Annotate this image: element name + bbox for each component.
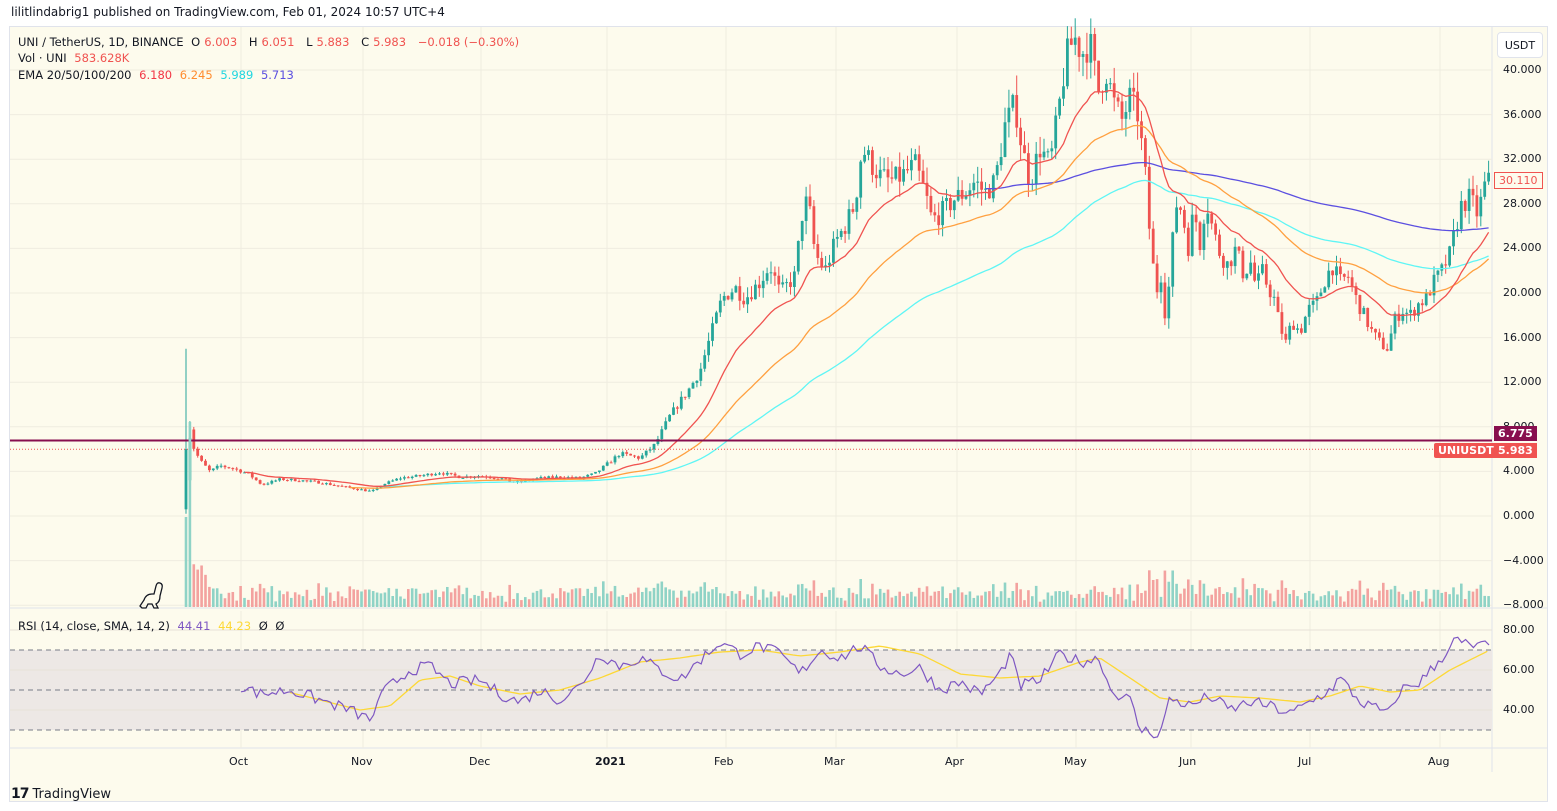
- time-tick: Jul: [1298, 755, 1312, 768]
- ema200-line: [985, 161, 1489, 232]
- time-tick: Nov: [351, 755, 373, 768]
- ema20-value: 6.180: [139, 68, 173, 82]
- price-tick: 0.000: [1503, 509, 1535, 522]
- close-value: C 5.983: [361, 35, 407, 49]
- symbol-tag-value: 5.983: [1494, 443, 1537, 458]
- rsi-tick: 40.00: [1503, 703, 1535, 716]
- time-tick: Feb: [714, 755, 734, 768]
- rsi-extra-1: Ø: [258, 619, 268, 633]
- hline-price-tag: 6.775: [1494, 426, 1537, 441]
- time-tick: Apr: [945, 755, 965, 768]
- change-value: −0.018 (−0.30%): [417, 35, 520, 49]
- symbol-tag-label: UNIUSDT: [1434, 443, 1498, 458]
- published-caption: lilitlindabrig1 published on TradingView…: [11, 5, 445, 19]
- price-tick: 20.000: [1503, 286, 1542, 299]
- dinosaur-icon: [139, 582, 163, 609]
- high-value: H 6.051: [248, 35, 295, 49]
- price-tick: 36.000: [1503, 107, 1542, 121]
- volume-bars: [184, 422, 1490, 607]
- ema-label: EMA 20/50/100/200: [18, 68, 132, 82]
- ema100-value: 5.989: [220, 68, 254, 82]
- tradingview-logo[interactable]: 17 TradingView: [11, 786, 111, 802]
- price-tick: 32.000: [1503, 152, 1542, 166]
- ema50-value: 6.245: [179, 68, 213, 82]
- volume-legend: Vol · UNI 583.628K: [18, 51, 133, 65]
- time-tick: Oct: [229, 755, 249, 768]
- ema50-line: [349, 124, 1490, 489]
- ema20-line: [244, 89, 1490, 487]
- rsi-value: 44.41: [177, 619, 211, 633]
- tradingview-brand: TradingView: [32, 786, 112, 802]
- rsi-sma-value: 44.23: [218, 619, 252, 633]
- time-tick: Mar: [824, 755, 845, 768]
- price-tick: 40.000: [1503, 63, 1542, 76]
- ema-legend: EMA 20/50/100/200 6.180 6.245 5.989 5.71…: [18, 68, 298, 82]
- symbol-label: UNI / TetherUS, 1D, BINANCE: [18, 35, 184, 49]
- volume-value: 583.628K: [74, 51, 130, 65]
- low-value: L 5.883: [306, 35, 350, 49]
- price-tick: 24.000: [1503, 241, 1542, 255]
- price-tick: 28.000: [1503, 196, 1542, 210]
- price-tick: 12.000: [1503, 375, 1542, 389]
- price-tick: −8.000: [1503, 598, 1544, 612]
- tradingview-mark-icon: 17: [11, 786, 30, 802]
- time-tick: May: [1064, 755, 1087, 768]
- ema200-value: 5.713: [260, 68, 294, 82]
- time-tick: 2021: [595, 755, 626, 768]
- last-price-tag: 30.110: [1494, 172, 1543, 189]
- rsi-label: RSI (14, close, SMA, 14, 2): [18, 619, 170, 633]
- time-tick: Aug: [1428, 755, 1450, 768]
- price-tick: 16.000: [1503, 330, 1542, 344]
- rsi-extra-2: Ø: [275, 619, 285, 633]
- time-tick: Jun: [1179, 755, 1197, 768]
- time-tick: Dec: [469, 755, 491, 768]
- volume-label: Vol · UNI: [18, 51, 67, 65]
- candles: [184, 18, 1490, 514]
- rsi-tick: 60.00: [1503, 663, 1535, 676]
- price-tick: 4.000: [1503, 464, 1535, 478]
- open-value: O 6.003: [191, 35, 238, 49]
- ema100-line: [381, 179, 1489, 488]
- price-tick: −4.000: [1503, 553, 1544, 567]
- rsi-legend: RSI (14, close, SMA, 14, 2) 44.41 44.23 …: [18, 619, 288, 633]
- rsi-tick: 80.00: [1503, 623, 1535, 636]
- rsi-line: [240, 636, 1490, 739]
- currency-button[interactable]: USDT: [1497, 32, 1543, 58]
- ohlc-legend: UNI / TetherUS, 1D, BINANCE O 6.003 H 6.05…: [18, 35, 523, 49]
